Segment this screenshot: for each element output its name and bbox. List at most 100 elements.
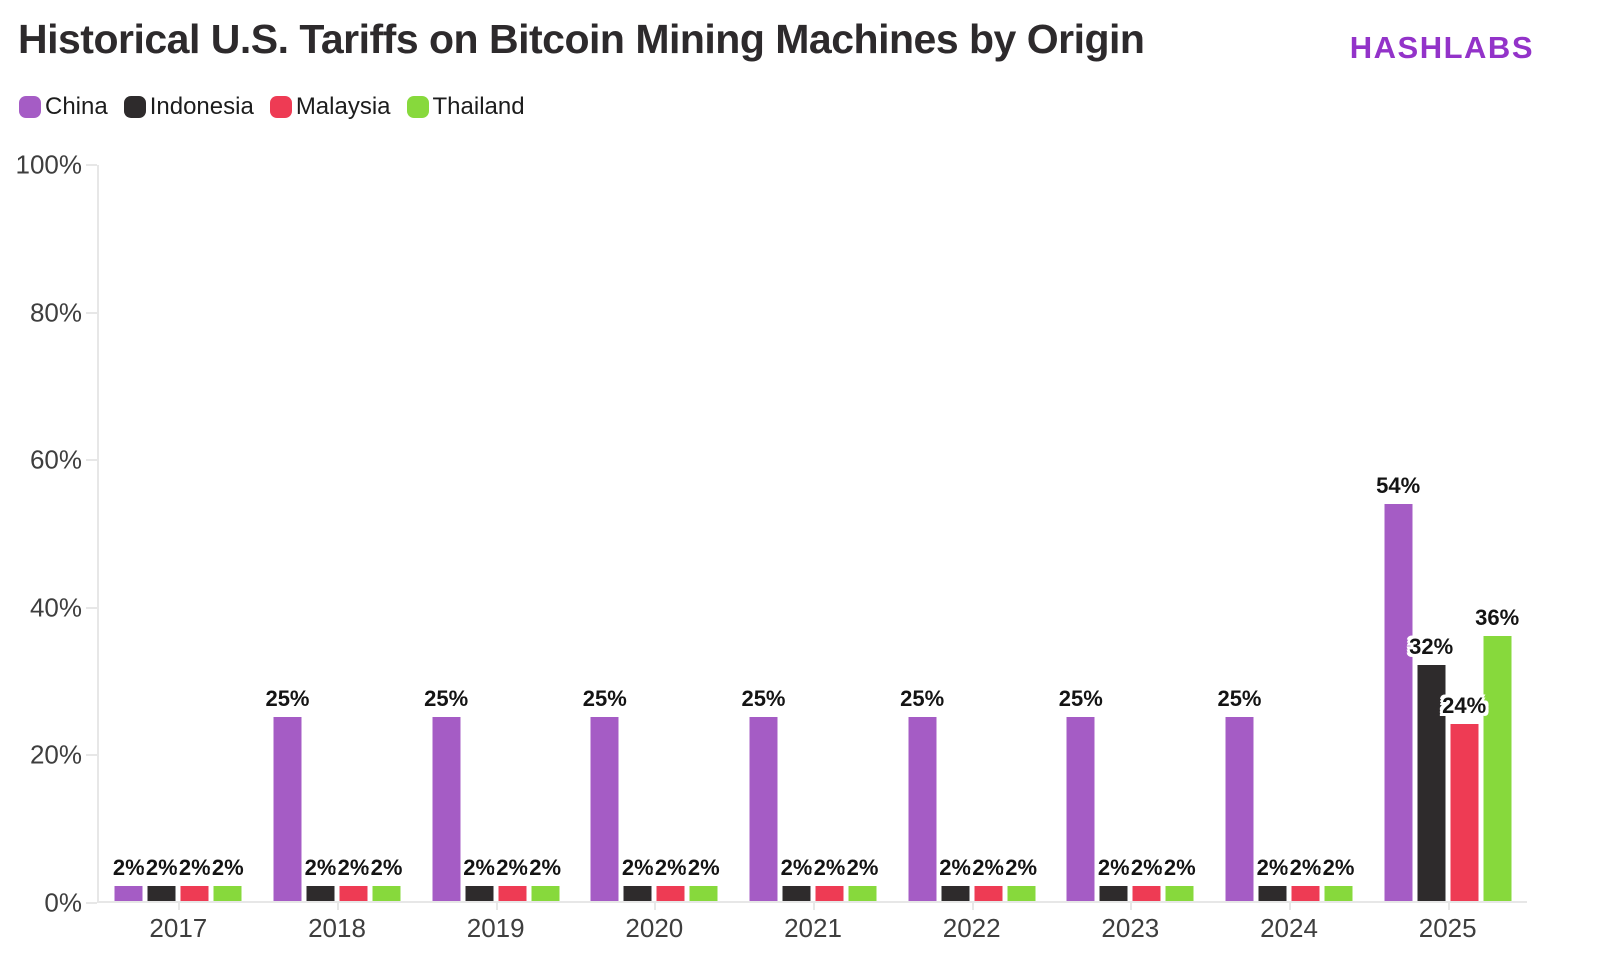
bar-china-2021 <box>749 717 778 901</box>
bar-china-2018 <box>273 717 302 901</box>
bar-col-malaysia-2023: 2% <box>1131 855 1163 901</box>
page-title: Historical U.S. Tariffs on Bitcoin Minin… <box>18 16 1145 62</box>
bar-thailand-2025 <box>1483 636 1512 901</box>
bar-thailand-2017 <box>213 886 242 901</box>
y-axis-label: 20% <box>29 739 82 770</box>
x-axis-label: 2018 <box>308 913 366 943</box>
bar-col-malaysia-2017: 2% <box>179 855 211 901</box>
x-axis-tick <box>1130 901 1133 910</box>
legend-item-thailand: Thailand <box>406 93 525 121</box>
y-axis-label: 40% <box>29 592 82 623</box>
bars-row: 25% 2% 2% 2% <box>583 165 720 901</box>
bar-col-thailand-2020: 2% <box>688 855 720 901</box>
legend-swatch-icon <box>123 96 146 118</box>
hashlabs-logo: HASHLABS <box>1349 30 1534 65</box>
x-axis-tick <box>1447 901 1450 910</box>
bar-value-label: 2% <box>780 855 813 881</box>
bar-china-2020 <box>590 717 619 901</box>
bar-col-thailand-2025: 36% <box>1475 605 1519 901</box>
bar-value-label: 25% <box>1058 686 1103 711</box>
legend: China Indonesia Malaysia Thailand <box>19 93 525 121</box>
x-axis-tick <box>178 901 181 910</box>
bar-value-label: 2% <box>1097 855 1130 881</box>
bar-col-indonesia-2017: 2% <box>146 855 178 901</box>
x-axis-label: 2020 <box>625 913 684 943</box>
bar-value-label: 2% <box>463 855 496 881</box>
bar-china-2024 <box>1225 717 1254 901</box>
bar-value-label: 2% <box>496 855 529 881</box>
bar-malaysia-2018 <box>339 886 368 901</box>
bar-col-malaysia-2019: 2% <box>496 855 528 901</box>
bar-col-china-2017: 2% <box>113 855 145 901</box>
bar-col-indonesia-2025: 32% <box>1409 634 1453 901</box>
bars-row: 25% 2% 2% 2% <box>900 165 1038 901</box>
bar-value-label: 2% <box>1005 855 1038 881</box>
legend-label: Malaysia <box>295 93 391 120</box>
bar-thailand-2019 <box>531 886 560 901</box>
bars-row: 25% 2% 2% 2% <box>424 165 562 901</box>
bar-indonesia-2020 <box>623 886 652 901</box>
bar-indonesia-2018 <box>306 886 335 901</box>
bars-row: 25% 2% 2% 2% <box>741 165 878 901</box>
bar-value-label: 24% <box>1442 693 1487 719</box>
bar-value-label: 2% <box>1163 855 1196 881</box>
bar-value-label: 2% <box>846 855 879 881</box>
bar-malaysia-2025 <box>1450 724 1479 901</box>
bar-value-label: 2% <box>370 855 403 881</box>
bar-china-2022 <box>908 717 937 901</box>
bar-value-label: 2% <box>529 855 562 881</box>
bar-group-2018: 25% 2% 2% 2% 2018 <box>258 165 417 943</box>
x-axis-label: 2021 <box>784 913 842 943</box>
x-axis-label: 2017 <box>149 913 208 943</box>
bar-value-label: 25% <box>582 686 627 711</box>
x-axis-tick <box>654 901 657 910</box>
bar-col-china-2021: 25% <box>741 686 786 901</box>
x-axis-tick <box>1288 901 1291 910</box>
bar-malaysia-2022 <box>974 886 1003 901</box>
y-axis-label: 60% <box>29 444 82 475</box>
bar-china-2017 <box>114 886 143 901</box>
bar-value-label: 2% <box>654 855 687 881</box>
bar-thailand-2018 <box>372 886 401 901</box>
bar-malaysia-2019 <box>498 886 527 901</box>
bar-col-thailand-2021: 2% <box>847 855 878 901</box>
bar-col-china-2024: 25% <box>1217 686 1262 901</box>
bar-value-label: 25% <box>900 686 945 711</box>
bar-col-china-2022: 25% <box>900 686 944 901</box>
bar-value-label: 2% <box>687 855 720 881</box>
bar-malaysia-2021 <box>815 886 844 901</box>
x-axis-tick <box>336 901 339 910</box>
bar-col-china-2018: 25% <box>265 686 310 901</box>
bar-col-indonesia-2018: 2% <box>305 855 336 901</box>
y-axis-label: 80% <box>29 297 82 328</box>
bar-indonesia-2022 <box>941 886 970 901</box>
bar-group-2023: 25% 2% 2% 2% 2023 <box>1051 165 1210 943</box>
bars-row: 25% 2% 2% 2% <box>265 165 403 901</box>
bar-value-label: 25% <box>1217 686 1262 711</box>
bar-group-2021: 25% 2% 2% 2% 2021 <box>734 165 893 943</box>
bar-col-indonesia-2022: 2% <box>939 855 971 901</box>
bar-col-malaysia-2024: 2% <box>1290 855 1321 901</box>
y-axis-label: 0% <box>44 887 82 918</box>
bar-china-2019 <box>432 717 461 901</box>
bar-malaysia-2024 <box>1291 886 1320 901</box>
bars-row: 2% 2% 2% 2% <box>113 165 244 901</box>
bar-value-label: 2% <box>972 855 1005 881</box>
bar-value-label: 32% <box>1409 634 1454 660</box>
bar-value-label: 25% <box>265 686 310 711</box>
bar-value-label: 2% <box>1130 855 1163 881</box>
y-axis-tick <box>86 902 97 904</box>
bar-col-china-2025: 54% <box>1376 473 1420 901</box>
bar-china-2023 <box>1066 717 1095 901</box>
bar-value-label: 2% <box>813 855 846 881</box>
bar-group-2020: 25% 2% 2% 2% 2020 <box>575 165 734 943</box>
bar-col-china-2023: 25% <box>1059 686 1103 901</box>
bar-value-label: 25% <box>741 686 786 711</box>
plot-area: 0% 20% 40% 60% 80% 100% 2% 2% 2% 2% 2017 25% 2% 2% 2% 2… <box>16 150 1527 943</box>
x-axis-tick <box>971 901 974 910</box>
bars-row: 25% 2% 2% 2% <box>1217 165 1354 901</box>
legend-item-malaysia: Malaysia <box>269 93 391 121</box>
bar-value-label: 2% <box>939 855 972 881</box>
bar-value-label: 2% <box>178 855 211 881</box>
